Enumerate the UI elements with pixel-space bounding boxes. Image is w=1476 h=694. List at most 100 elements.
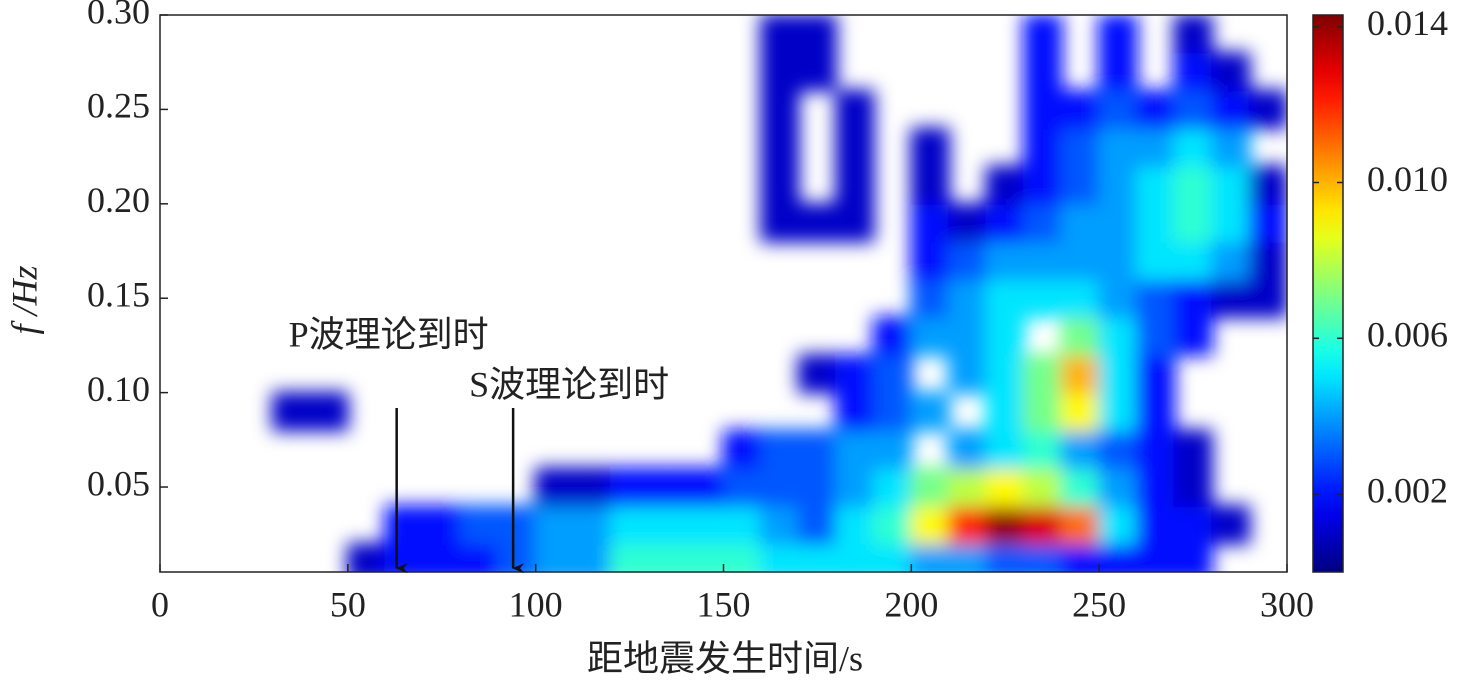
- heat-cell: [910, 127, 950, 168]
- heat-cell: [760, 51, 800, 92]
- heat-cell: [1098, 542, 1138, 572]
- heat-cell: [872, 316, 913, 356]
- heat-cell: [1023, 202, 1063, 243]
- heat-cell: [1060, 89, 1101, 130]
- heat-cell: [1060, 542, 1101, 572]
- heat-cell: [684, 542, 725, 572]
- heat-cell: [985, 202, 1026, 243]
- heat-cell: [684, 467, 725, 507]
- heat-cell: [910, 165, 950, 205]
- heat-cell: [384, 542, 424, 572]
- heat-cell: [1173, 89, 1213, 130]
- y-tick-label: 0.15: [87, 274, 150, 314]
- heat-cell: [271, 391, 312, 432]
- heat-cell: [797, 353, 838, 394]
- x-tick-label: 200: [884, 584, 938, 624]
- heat-cell: [1135, 542, 1176, 572]
- heat-cell: [835, 89, 875, 130]
- heat-cell: [572, 542, 612, 572]
- x-tick-label: 150: [697, 584, 751, 624]
- heat-cell: [534, 542, 575, 572]
- heat-cell: [647, 467, 687, 507]
- x-axis-label: 距地震发生时间/s: [587, 638, 863, 678]
- heat-cell: [609, 542, 650, 572]
- heat-cell: [1098, 278, 1138, 319]
- heat-cell: [1173, 240, 1213, 281]
- heat-cell: [1173, 127, 1213, 168]
- heat-cell: [760, 89, 800, 130]
- heat-cell: [1023, 240, 1063, 281]
- heat-cell: [1098, 202, 1138, 243]
- heat-cell: [797, 467, 838, 507]
- heat-cell: [872, 467, 913, 507]
- heat-cell: [459, 504, 500, 545]
- heat-cell: [797, 429, 838, 470]
- heat-cell: [985, 429, 1026, 470]
- heat-cell: [835, 202, 875, 243]
- heat-cell: [1023, 89, 1063, 130]
- heat-cell: [722, 542, 763, 572]
- heat-cell: [947, 316, 988, 356]
- heat-cell: [1210, 165, 1251, 205]
- heat-cell: [910, 316, 950, 356]
- heat-cell: [421, 542, 462, 572]
- heat-cell: [1210, 202, 1251, 243]
- heat-cell: [1098, 89, 1138, 130]
- heat-cell: [910, 504, 950, 545]
- heat-cell: [1060, 353, 1101, 394]
- heat-cell: [985, 467, 1026, 507]
- heat-cell: [1173, 542, 1213, 572]
- heat-cell: [1135, 240, 1176, 281]
- heat-cell: [1060, 429, 1101, 470]
- heat-cell: [1135, 127, 1176, 168]
- heat-cell: [1135, 429, 1176, 470]
- heat-cell: [835, 504, 875, 545]
- heat-cell: [1135, 278, 1176, 319]
- heat-cell: [1023, 542, 1063, 572]
- heat-cell: [1098, 353, 1138, 394]
- heat-cell: [1135, 165, 1176, 205]
- heat-cell: [1023, 467, 1063, 507]
- heat-cell: [985, 240, 1026, 281]
- heat-cell: [1173, 467, 1213, 507]
- heat-cell: [797, 15, 838, 54]
- heat-cell: [760, 15, 800, 54]
- x-tick-label: 0: [151, 584, 169, 624]
- heat-cell: [1173, 202, 1213, 243]
- heat-cell: [985, 278, 1026, 319]
- heat-cell: [835, 165, 875, 205]
- heat-cell: [497, 542, 537, 572]
- heat-cell: [647, 504, 687, 545]
- heat-cell: [1248, 89, 1287, 130]
- heat-cell: [1098, 240, 1138, 281]
- heat-cell: [985, 542, 1026, 572]
- heat-cell: [572, 504, 612, 545]
- heat-cell: [1210, 240, 1251, 281]
- heat-cell: [1210, 278, 1251, 319]
- heatmap: [271, 15, 1287, 572]
- heat-cell: [1248, 240, 1287, 281]
- heat-cell: [1098, 165, 1138, 205]
- x-tick-label: 100: [509, 584, 563, 624]
- y-tick-label: 0.20: [87, 180, 150, 220]
- heat-cell: [1173, 504, 1213, 545]
- heat-cell: [835, 127, 875, 168]
- heat-cell: [647, 542, 687, 572]
- heat-cell: [760, 467, 800, 507]
- heat-cell: [1173, 278, 1213, 319]
- heat-cell: [1135, 89, 1176, 130]
- heat-cell: [835, 391, 875, 432]
- heat-cell: [722, 467, 763, 507]
- heat-cell: [1098, 316, 1138, 356]
- heat-cell: [760, 429, 800, 470]
- x-tick-label: 250: [1072, 584, 1126, 624]
- heat-cell: [872, 429, 913, 470]
- heat-cell: [910, 202, 950, 243]
- heat-cell: [760, 504, 800, 545]
- x-tick-label: 50: [330, 584, 366, 624]
- heat-cell: [947, 278, 988, 319]
- heat-cell: [1098, 15, 1138, 54]
- heat-cell: [1248, 278, 1287, 319]
- heat-cell: [609, 504, 650, 545]
- heat-cell: [1173, 316, 1213, 356]
